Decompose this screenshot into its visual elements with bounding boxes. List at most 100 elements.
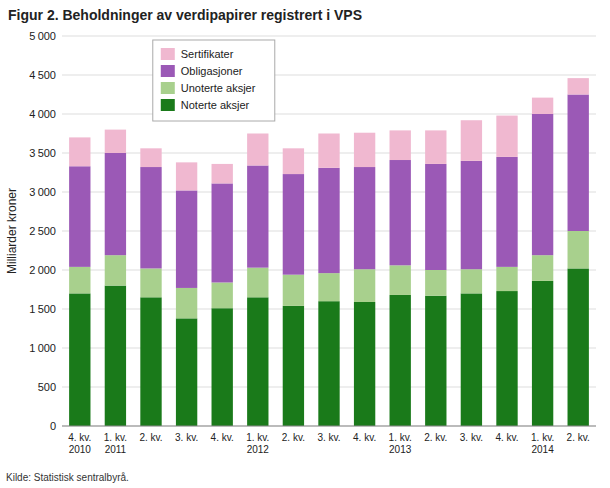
bars bbox=[69, 78, 589, 426]
bar-segment bbox=[496, 116, 517, 157]
legend-label: Noterte aksjer bbox=[181, 99, 250, 111]
bar-segment bbox=[568, 95, 589, 232]
bar-segment bbox=[247, 268, 268, 298]
bar-segment bbox=[105, 255, 126, 285]
grid-line bbox=[62, 75, 596, 76]
legend-box bbox=[153, 40, 275, 121]
grid-line bbox=[62, 114, 596, 115]
bar-segment bbox=[212, 164, 233, 184]
bar-segment bbox=[532, 281, 553, 426]
bar-segment bbox=[318, 273, 339, 301]
bar-segment bbox=[318, 168, 339, 273]
x-tick-label: 1. kv.2012 bbox=[246, 432, 269, 455]
y-tick-label: 5 000 bbox=[29, 30, 56, 42]
x-tick-line: 2011 bbox=[105, 444, 127, 455]
y-tick-label: 0 bbox=[50, 420, 56, 432]
x-tick-label: 4. kv.2010 bbox=[68, 432, 91, 455]
x-tick-line: 1. kv. bbox=[531, 432, 554, 443]
bar-segment bbox=[69, 166, 90, 267]
bar-segment bbox=[425, 270, 446, 296]
bar-segment bbox=[425, 164, 446, 270]
bar-segment bbox=[283, 148, 304, 174]
bar-segment bbox=[318, 134, 339, 168]
x-tick-label: 4. kv. bbox=[353, 432, 376, 443]
x-tick-line: 4. kv. bbox=[68, 432, 91, 443]
source: Kilde: Statistisk sentralbyrå. bbox=[6, 472, 129, 483]
bar-segment bbox=[318, 301, 339, 426]
bar-segment bbox=[283, 174, 304, 275]
bar-segment bbox=[461, 269, 482, 293]
x-tick-label: 1. kv.2011 bbox=[104, 432, 127, 455]
x-tick-line: 2. kv. bbox=[567, 432, 590, 443]
bar-segment bbox=[354, 167, 375, 269]
bar-segment bbox=[69, 137, 90, 166]
y-tick-label: 3 000 bbox=[29, 186, 56, 198]
bar-segment bbox=[140, 167, 161, 268]
bar-segment bbox=[212, 183, 233, 282]
x-tick-line: 2. kv. bbox=[139, 432, 162, 443]
grid-line bbox=[62, 426, 596, 427]
y-tick-label: 4 000 bbox=[29, 108, 56, 120]
legend-swatch bbox=[161, 65, 175, 77]
bar-segment bbox=[461, 293, 482, 426]
grid-line bbox=[62, 36, 596, 37]
bar-segment bbox=[354, 133, 375, 167]
bar-segment bbox=[140, 148, 161, 167]
bar-segment bbox=[461, 161, 482, 269]
bar-segment bbox=[568, 268, 589, 426]
x-tick-line: 2013 bbox=[389, 444, 412, 455]
bar-segment bbox=[425, 296, 446, 426]
legend: Sertifikater Obligasjoner Unoterte aksjer N… bbox=[153, 40, 275, 121]
x-tick-label: 2. kv. bbox=[139, 432, 162, 443]
x-tick-line: 2012 bbox=[247, 444, 270, 455]
bar-segment bbox=[69, 293, 90, 426]
bar-segment bbox=[140, 268, 161, 297]
x-tick-label: 4. kv. bbox=[211, 432, 234, 443]
x-tick-line: 2014 bbox=[531, 444, 554, 455]
bar-segment bbox=[390, 295, 411, 426]
bar-segment bbox=[105, 130, 126, 153]
bar-segment bbox=[247, 297, 268, 426]
bar-segment bbox=[568, 78, 589, 94]
bar-segment bbox=[105, 286, 126, 426]
bar-segment bbox=[496, 291, 517, 426]
bar-segment bbox=[354, 269, 375, 302]
legend-swatch bbox=[161, 82, 175, 94]
x-tick-line: 3. kv. bbox=[460, 432, 483, 443]
x-tick-line: 2. kv. bbox=[424, 432, 447, 443]
legend-label: Sertifikater bbox=[181, 48, 234, 60]
bar-segment bbox=[496, 267, 517, 291]
bar-segment bbox=[496, 157, 517, 267]
x-tick-label: 3. kv. bbox=[175, 432, 198, 443]
bar-segment bbox=[390, 265, 411, 295]
bar-segment bbox=[283, 306, 304, 426]
y-tick-label: 500 bbox=[38, 381, 56, 393]
bar-segment bbox=[532, 255, 553, 281]
x-tick-label: 2. kv. bbox=[424, 432, 447, 443]
bar-segment bbox=[247, 165, 268, 267]
y-tick-label: 3 500 bbox=[29, 147, 56, 159]
x-tick-label: 1. kv.2013 bbox=[389, 432, 412, 455]
bar-segment bbox=[105, 153, 126, 255]
x-tick-label: 2. kv. bbox=[567, 432, 590, 443]
x-tick-label: 3. kv. bbox=[460, 432, 483, 443]
bar-segment bbox=[176, 318, 197, 426]
y-axis: 05001 0001 5002 0002 5003 0003 5004 0004… bbox=[29, 30, 596, 432]
y-axis-label: Milliarder kroner bbox=[5, 188, 19, 274]
legend-label: Obligasjoner bbox=[181, 65, 243, 77]
y-tick-label: 2 500 bbox=[29, 225, 56, 237]
bar-segment bbox=[425, 130, 446, 164]
x-tick-line: 1. kv. bbox=[389, 432, 412, 443]
x-tick-line: 1. kv. bbox=[104, 432, 127, 443]
bar-segment bbox=[532, 98, 553, 114]
x-tick-label: 4. kv. bbox=[495, 432, 518, 443]
bar-segment bbox=[140, 297, 161, 426]
chart: 05001 0001 5002 0002 5003 0003 5004 0004… bbox=[0, 0, 610, 488]
x-tick-line: 3. kv. bbox=[175, 432, 198, 443]
x-tick-label: 1. kv.2014 bbox=[531, 432, 554, 455]
x-tick-line: 4. kv. bbox=[353, 432, 376, 443]
bar-segment bbox=[176, 288, 197, 318]
legend-label: Unoterte aksjer bbox=[181, 82, 256, 94]
x-tick-line: 1. kv. bbox=[246, 432, 269, 443]
bar-segment bbox=[461, 120, 482, 161]
